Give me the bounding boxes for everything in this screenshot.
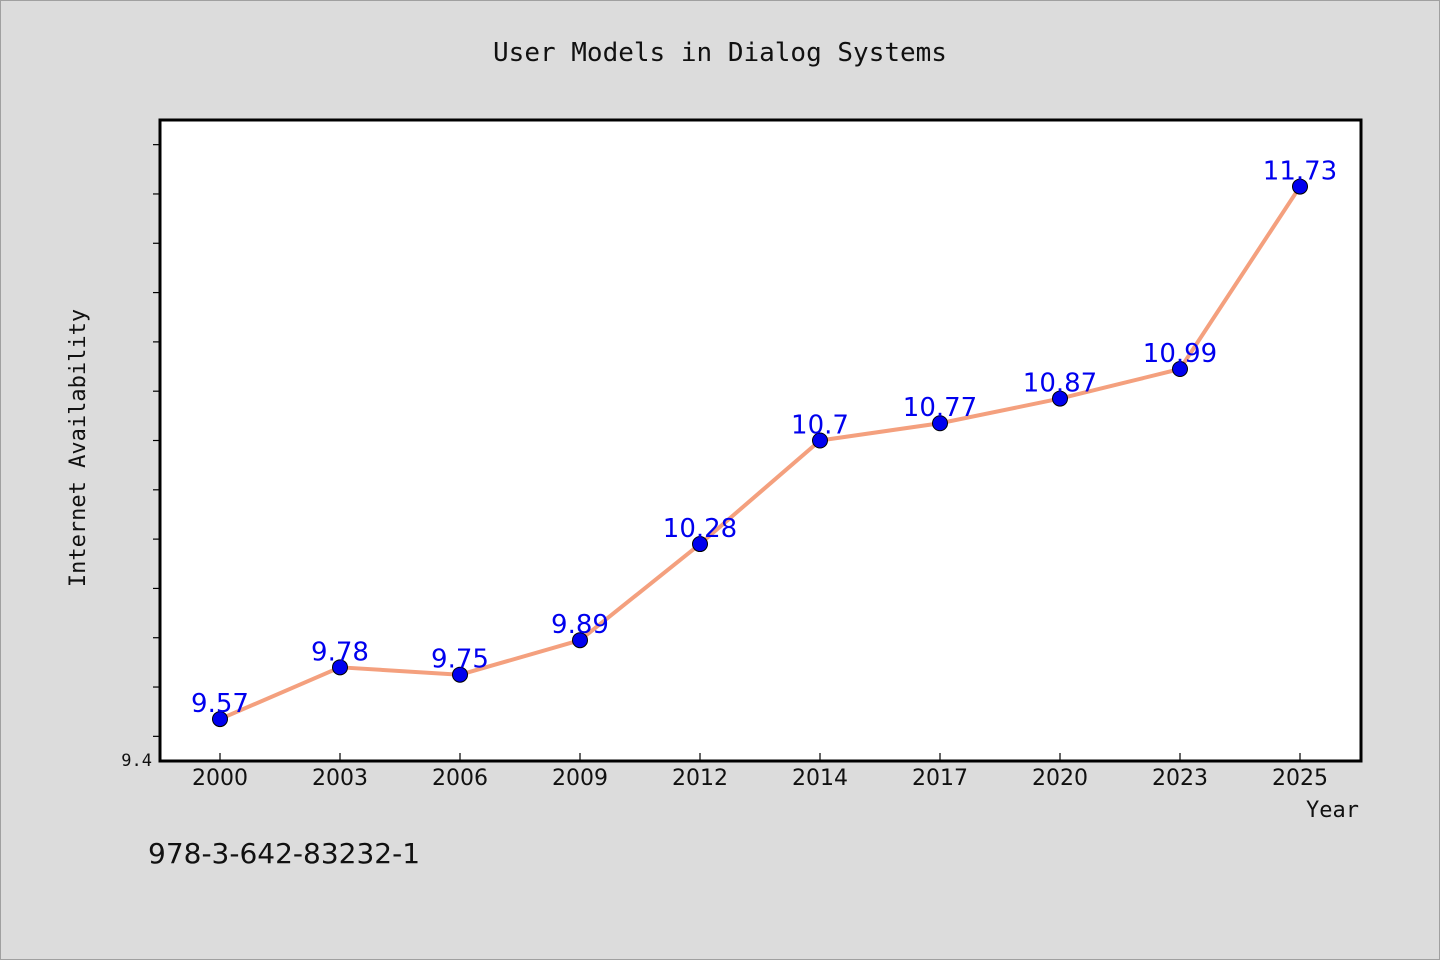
series-line xyxy=(218,184,1302,722)
data-point xyxy=(692,536,708,553)
data-label: 9.57 xyxy=(191,689,249,719)
footnote: 978-3-642-83232-1 xyxy=(148,837,420,870)
data-points xyxy=(212,178,1308,728)
x-tick-label: 2023 xyxy=(1152,766,1208,791)
data-point xyxy=(1292,178,1308,195)
data-label: 9.75 xyxy=(431,645,489,675)
x-tick-label: 2000 xyxy=(192,766,248,791)
x-axis-ticks: 2000 2003 2006 2009 2012 2014 2017 2020 2023 2025 xyxy=(192,753,1328,791)
series-layer: 9.57 9.78 9.75 9.89 10.28 10.7 10.77 10.87 10.99… xyxy=(191,157,1337,728)
data-point xyxy=(572,632,588,649)
data-point xyxy=(332,659,348,676)
data-point xyxy=(1172,361,1188,378)
data-label: 9.78 xyxy=(311,637,369,667)
x-tick-label: 2014 xyxy=(792,766,848,791)
data-label: 10.28 xyxy=(663,514,737,544)
data-point xyxy=(452,666,468,683)
x-tick-label: 2020 xyxy=(1032,766,1088,791)
data-label: 10.77 xyxy=(903,393,977,423)
data-point xyxy=(1052,390,1068,407)
x-tick-label: 2025 xyxy=(1272,766,1328,791)
y-axis-label: Internet Availability xyxy=(66,309,91,587)
x-tick-label: 2006 xyxy=(432,766,488,791)
plot-area xyxy=(158,118,1363,763)
data-label: 11.73 xyxy=(1263,157,1337,187)
data-point xyxy=(212,711,228,728)
data-point xyxy=(932,415,948,432)
y-tick-label: 9.4 xyxy=(121,751,152,771)
data-label: 9.89 xyxy=(551,610,609,640)
data-labels: 9.57 9.78 9.75 9.89 10.28 10.7 10.77 10.87 10.99… xyxy=(191,157,1337,720)
data-label: 10.87 xyxy=(1023,369,1097,399)
x-axis-label: Year xyxy=(1306,798,1359,823)
y-axis-ticks xyxy=(153,144,160,737)
data-label: 10.99 xyxy=(1143,339,1217,369)
x-tick-label: 2012 xyxy=(672,766,728,791)
data-label: 10.7 xyxy=(791,411,849,441)
data-point xyxy=(812,432,828,449)
x-tick-label: 2009 xyxy=(552,766,608,791)
x-tick-label: 2003 xyxy=(312,766,368,791)
chart-title: User Models in Dialog Systems xyxy=(493,38,947,68)
x-tick-label: 2017 xyxy=(912,766,968,791)
